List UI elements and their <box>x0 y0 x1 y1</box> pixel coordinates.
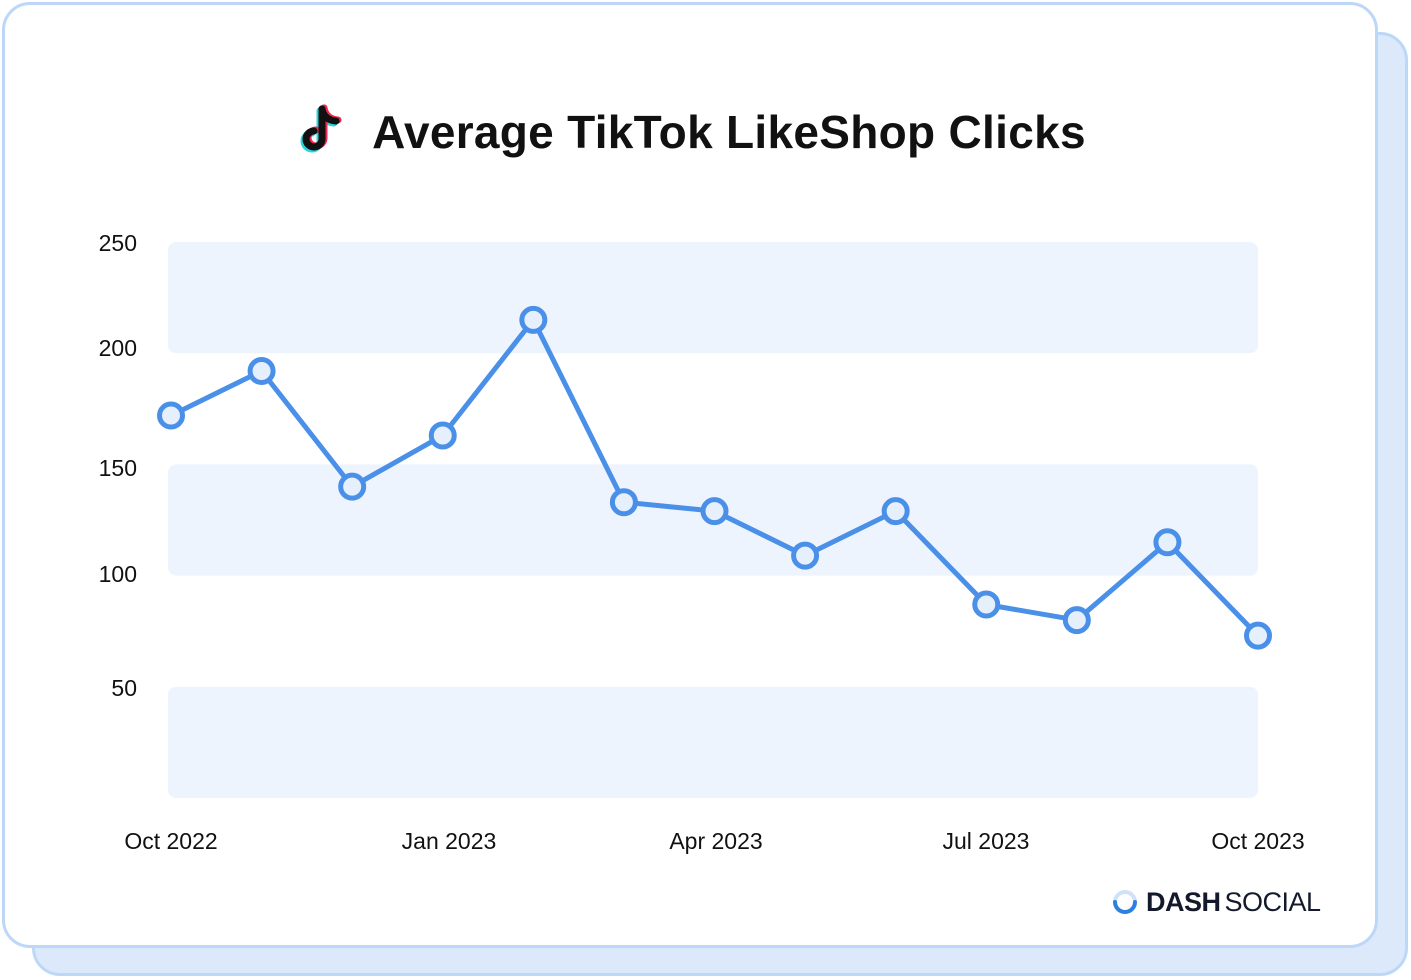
data-point <box>519 305 548 334</box>
data-point <box>157 401 185 430</box>
y-tick-label: 250 <box>99 230 137 256</box>
x-tick-label: Jan 2023 <box>402 828 497 854</box>
data-point <box>1244 621 1272 650</box>
data-point <box>700 497 729 526</box>
data-point <box>1062 606 1091 635</box>
dash-social-logo-icon <box>1113 890 1137 914</box>
data-point <box>1153 528 1182 557</box>
y-tick-label: 50 <box>111 675 137 701</box>
y-tick-label: 200 <box>99 335 137 361</box>
x-tick-label: Apr 2023 <box>669 828 762 854</box>
grid-band <box>168 686 1258 798</box>
data-point <box>428 421 457 450</box>
data-point <box>338 472 367 501</box>
brand-social: SOCIAL <box>1224 886 1322 917</box>
x-tick-label: Jul 2023 <box>943 828 1030 854</box>
title-row: Average TikTok LikeShop Clicks <box>5 97 1381 167</box>
data-point <box>247 356 276 385</box>
grid-band <box>168 242 1258 354</box>
y-tick-label: 150 <box>99 455 137 481</box>
y-tick-label: 100 <box>99 561 137 587</box>
dash-social-logo: DASH SOCIAL <box>1112 884 1321 920</box>
x-tick-label: Oct 2022 <box>124 828 217 854</box>
x-tick-label: Oct 2023 <box>1211 828 1304 854</box>
data-point <box>609 488 638 517</box>
chart-title: Average TikTok LikeShop Clicks <box>372 106 1086 158</box>
data-point <box>791 541 820 570</box>
brand-dash: DASH <box>1146 886 1221 917</box>
tiktok-icon <box>300 104 342 153</box>
data-point <box>881 497 910 526</box>
data-point <box>972 590 1001 619</box>
